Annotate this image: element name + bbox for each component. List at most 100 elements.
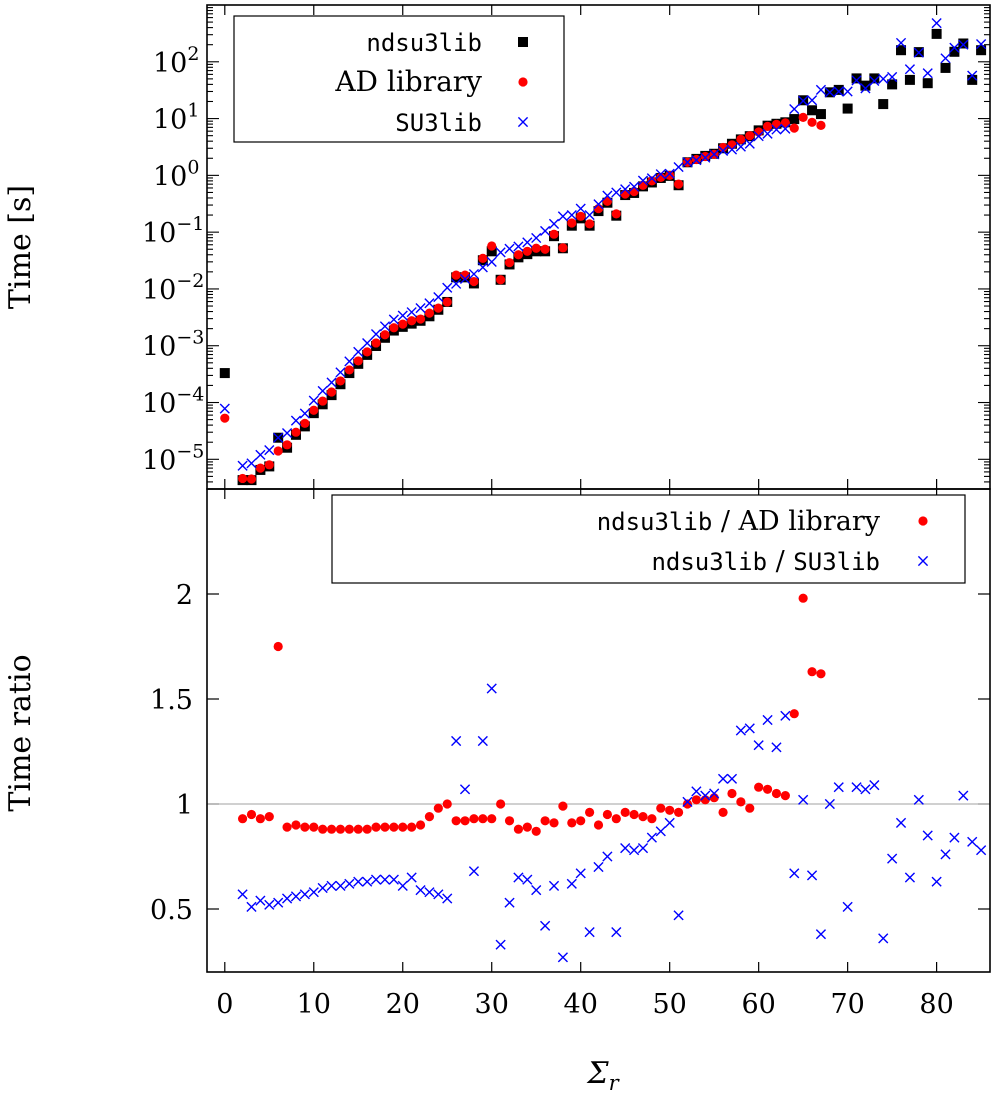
ratio-ad-library-point bbox=[629, 809, 639, 820]
ratio-su3lib-point bbox=[842, 901, 853, 912]
ratio-ad-library-point bbox=[478, 814, 488, 824]
ad-library-point bbox=[398, 319, 408, 329]
ad-library-point bbox=[771, 119, 782, 129]
ad-library-point bbox=[531, 243, 541, 253]
ad-library-point bbox=[576, 211, 586, 221]
bottom-y-axis-title: Time ratio bbox=[3, 654, 38, 811]
su3lib-point bbox=[655, 169, 666, 180]
ratio-ad-library-point bbox=[576, 816, 586, 826]
ratio-su3lib-point bbox=[735, 725, 746, 736]
ad-library-point bbox=[433, 303, 443, 313]
ratio-su3lib-point bbox=[833, 782, 844, 793]
bottom-y-tick-label: 1.5 bbox=[150, 685, 193, 716]
ndsu3lib-point bbox=[833, 84, 844, 95]
ndsu3lib-point bbox=[815, 109, 826, 120]
ratio-su3lib-point bbox=[317, 882, 328, 894]
su3lib-point bbox=[504, 243, 515, 254]
su3lib-point bbox=[219, 403, 230, 414]
top-y-tick-label: 10−3 bbox=[142, 327, 204, 363]
ratio-su3lib-point bbox=[548, 880, 560, 891]
su3lib-point bbox=[789, 103, 800, 115]
ratio-ad-library-point bbox=[727, 788, 737, 799]
ratio-su3lib-point bbox=[290, 891, 302, 902]
ratio-su3lib-point bbox=[798, 794, 809, 805]
su3lib-point bbox=[557, 211, 569, 222]
ratio-ad-library-point bbox=[237, 814, 248, 824]
ratio-su3lib-point bbox=[869, 780, 880, 791]
top-y-tick-label: 10−4 bbox=[142, 384, 204, 420]
top-axis-ticks bbox=[207, 5, 990, 490]
ad-library-point bbox=[736, 134, 746, 144]
ratio-ad-library-point bbox=[549, 818, 559, 828]
ratio-su3lib-point bbox=[584, 927, 595, 938]
ndsu3lib-point bbox=[958, 38, 969, 49]
ratio-ad-library-point bbox=[255, 814, 265, 824]
ratio-su3lib-point bbox=[566, 878, 577, 889]
ratio-su3lib-point bbox=[433, 889, 444, 900]
su3lib-point bbox=[771, 124, 782, 135]
su3lib-point bbox=[967, 70, 978, 81]
su3lib-point bbox=[477, 262, 488, 273]
su3lib-point bbox=[513, 241, 524, 252]
su3lib-point bbox=[246, 458, 257, 469]
ratio-ad-library-point bbox=[335, 824, 346, 834]
ratio-ad-library-point bbox=[736, 797, 746, 807]
ratio-ad-library-point bbox=[487, 814, 497, 824]
ad-library-point bbox=[407, 316, 417, 326]
ad-library-point bbox=[469, 276, 479, 287]
ratio-su3lib-point bbox=[557, 952, 569, 963]
ratio-su3lib-point bbox=[682, 796, 693, 807]
su3lib-point bbox=[842, 86, 853, 97]
ratio-su3lib-point bbox=[860, 784, 871, 795]
bottom-y-tick-labels: 0.5 1 1.5 2 bbox=[150, 580, 193, 926]
ratio-ad-library-point bbox=[522, 822, 532, 832]
ad-library-point bbox=[318, 396, 328, 406]
su3lib-point bbox=[264, 445, 275, 456]
su3lib-point bbox=[540, 225, 551, 237]
ad-library-point bbox=[487, 241, 497, 251]
bottom-legend-marker bbox=[918, 516, 928, 526]
bottom-legend: ndsu3lib / AD library ndsu3lib / SU3lib bbox=[331, 494, 966, 584]
ad-library-point bbox=[647, 176, 657, 186]
ratio-su3lib-point bbox=[620, 843, 631, 854]
su3lib-point bbox=[682, 157, 693, 168]
ratio-su3lib-point bbox=[904, 872, 916, 883]
su3lib-point bbox=[904, 64, 916, 75]
ratio-ad-library-point bbox=[246, 809, 257, 820]
ratio-ad-library-point bbox=[771, 788, 782, 799]
top-legend-marker bbox=[518, 37, 528, 47]
top-legend-box bbox=[233, 15, 565, 143]
su3lib-point bbox=[593, 199, 604, 210]
top-y-tick-label: 101 bbox=[153, 100, 199, 136]
su3lib-point bbox=[335, 367, 346, 378]
top-legend-marker bbox=[517, 116, 529, 128]
bottom-legend-marker bbox=[917, 555, 929, 567]
ad-library-point bbox=[451, 270, 461, 280]
su3lib-point bbox=[913, 47, 924, 58]
su3lib-point bbox=[637, 175, 649, 186]
ad-library-point bbox=[798, 112, 808, 122]
su3lib-point bbox=[379, 321, 391, 332]
ad-library-point bbox=[442, 297, 452, 307]
ad-library-point bbox=[665, 170, 675, 180]
su3lib-point bbox=[290, 415, 302, 426]
su3lib-point bbox=[628, 181, 640, 192]
ratio-su3lib-point bbox=[976, 845, 987, 856]
ratio-su3lib-point bbox=[700, 790, 711, 801]
ratio-ad-library-point bbox=[585, 807, 595, 818]
ratio-su3lib-point bbox=[246, 901, 257, 912]
ndsu3lib-point bbox=[851, 73, 862, 84]
ad-library-point bbox=[504, 258, 515, 268]
ratio-ad-library-point bbox=[807, 667, 817, 677]
ratio-su3lib-point bbox=[370, 874, 382, 885]
top-y-tick-label: 102 bbox=[153, 43, 199, 79]
su3lib-point bbox=[308, 395, 319, 406]
ratio-su3lib-point bbox=[922, 830, 933, 841]
ratio-ad-library-point bbox=[816, 669, 826, 679]
ad-library-point bbox=[513, 250, 524, 260]
ratio-su3lib-point bbox=[486, 683, 497, 694]
x-tick-label: 80 bbox=[919, 989, 953, 1020]
ad-library-point bbox=[611, 209, 621, 219]
ratio-ad-library-point bbox=[780, 791, 790, 801]
ndsu3lib-point bbox=[878, 99, 889, 110]
